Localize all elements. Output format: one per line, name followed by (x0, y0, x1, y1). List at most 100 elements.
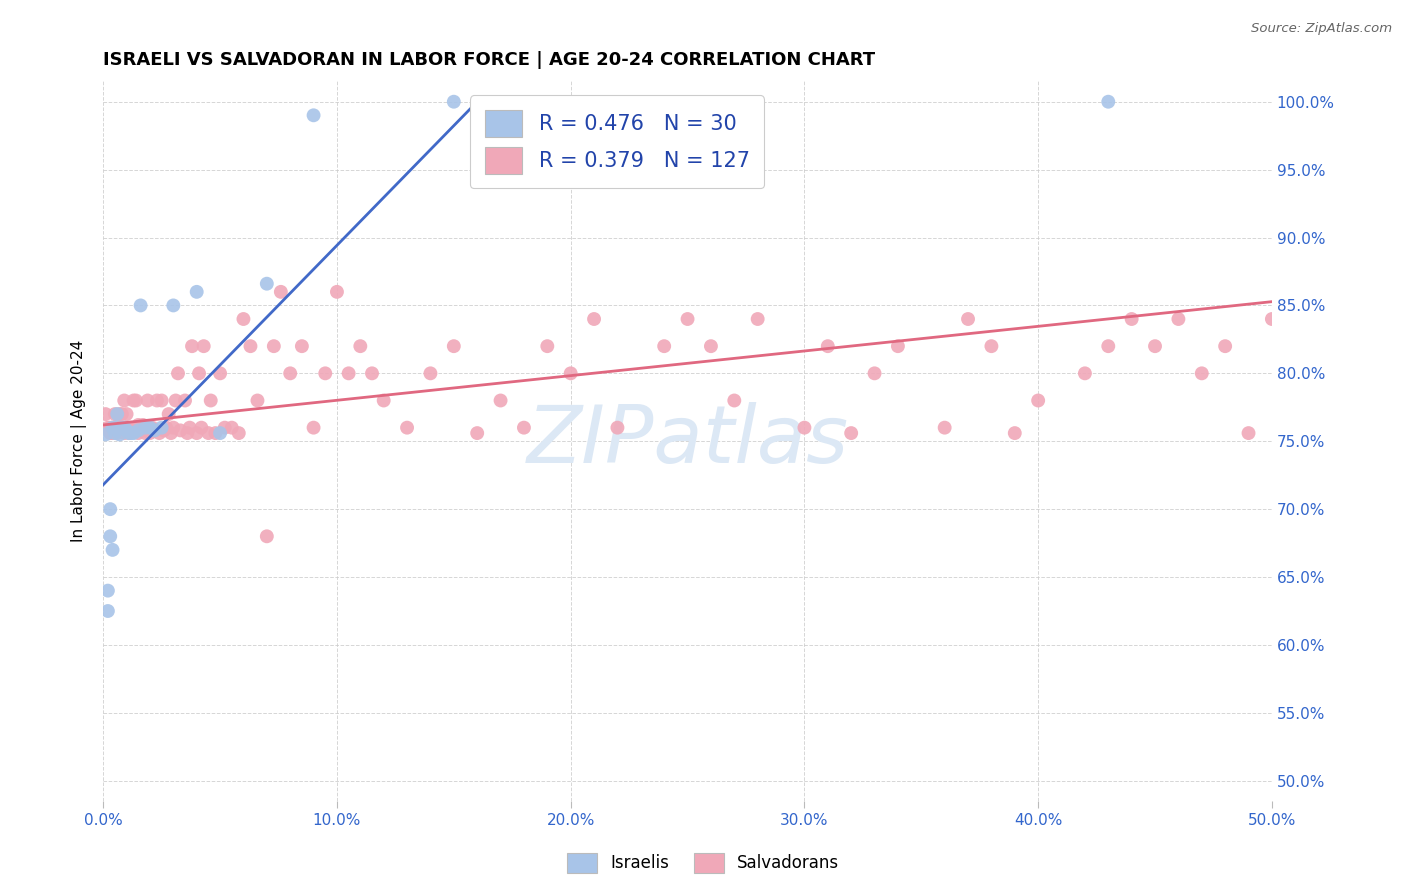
Point (1284, 339, 1306, 353)
Point (181, 339, 204, 353)
Point (105, 420, 128, 434)
Point (186, 426, 208, 441)
Point (108, 407, 131, 421)
Point (101, 426, 124, 441)
Point (489, 393, 512, 408)
Point (122, 393, 145, 408)
Point (153, 423, 176, 437)
Point (143, 423, 166, 437)
Point (443, 95, 465, 109)
Point (165, 393, 187, 408)
Point (270, 285, 292, 299)
Point (120, 420, 142, 434)
Legend: Israelis, Salvadorans: Israelis, Salvadorans (560, 847, 846, 880)
Point (160, 426, 183, 441)
Point (129, 298, 152, 312)
Point (1237, 426, 1260, 441)
Point (302, 108, 325, 122)
Point (1330, 339, 1353, 353)
Point (179, 420, 201, 434)
Point (111, 420, 134, 434)
Point (863, 367, 886, 381)
Point (1400, 285, 1406, 299)
Point (934, 420, 956, 434)
Point (583, 312, 606, 326)
Point (115, 423, 138, 437)
Point (560, 367, 582, 381)
Point (1378, 312, 1400, 326)
Point (104, 420, 127, 434)
Point (723, 393, 745, 408)
Point (1004, 426, 1026, 441)
Point (1121, 312, 1143, 326)
Point (197, 426, 219, 441)
Point (1261, 312, 1284, 326)
Point (443, 339, 465, 353)
Point (132, 417, 155, 432)
Point (887, 339, 910, 353)
Point (108, 427, 131, 442)
Point (652, 339, 675, 353)
Point (1144, 339, 1167, 353)
Point (221, 420, 243, 434)
Point (127, 417, 149, 432)
Point (980, 339, 1002, 353)
Point (246, 393, 269, 408)
Point (150, 420, 173, 434)
Point (361, 367, 384, 381)
Point (337, 367, 360, 381)
Point (256, 529, 278, 543)
Point (314, 367, 336, 381)
Point (94, 427, 117, 442)
Legend: R = 0.476   N = 30, R = 0.379   N = 127: R = 0.476 N = 30, R = 0.379 N = 127 (470, 95, 765, 188)
Point (167, 367, 190, 381)
Point (176, 426, 198, 441)
Point (139, 420, 162, 434)
Point (136, 393, 159, 408)
Point (349, 339, 371, 353)
Point (111, 423, 134, 437)
Point (193, 339, 215, 353)
Text: ZIPatlas: ZIPatlas (526, 402, 849, 480)
Point (957, 312, 980, 326)
Point (127, 426, 149, 441)
Point (1074, 367, 1097, 381)
Point (513, 420, 536, 434)
Point (1097, 95, 1119, 109)
Point (122, 423, 145, 437)
Point (118, 426, 141, 441)
Point (141, 420, 163, 434)
Point (676, 312, 699, 326)
Point (97, 583, 120, 598)
Point (98, 420, 121, 434)
Point (209, 426, 232, 441)
Point (146, 393, 169, 408)
Point (1097, 339, 1119, 353)
Point (228, 426, 250, 441)
Point (1191, 367, 1213, 381)
Point (120, 426, 142, 441)
Point (606, 420, 628, 434)
Point (94, 407, 117, 421)
Point (214, 420, 236, 434)
Point (129, 420, 152, 434)
Point (278, 367, 301, 381)
Point (97, 604, 120, 618)
Point (104, 426, 127, 441)
Point (190, 420, 212, 434)
Point (186, 285, 208, 299)
Point (125, 393, 148, 408)
Point (118, 420, 141, 434)
Point (302, 420, 325, 434)
Point (157, 407, 180, 421)
Point (139, 426, 162, 441)
Point (793, 420, 815, 434)
Point (105, 423, 128, 437)
Point (209, 367, 232, 381)
Y-axis label: In Labor Force | Age 20-24: In Labor Force | Age 20-24 (72, 340, 87, 542)
Point (188, 367, 211, 381)
Point (839, 426, 862, 441)
Point (174, 393, 197, 408)
Point (373, 393, 395, 408)
Point (127, 423, 149, 437)
